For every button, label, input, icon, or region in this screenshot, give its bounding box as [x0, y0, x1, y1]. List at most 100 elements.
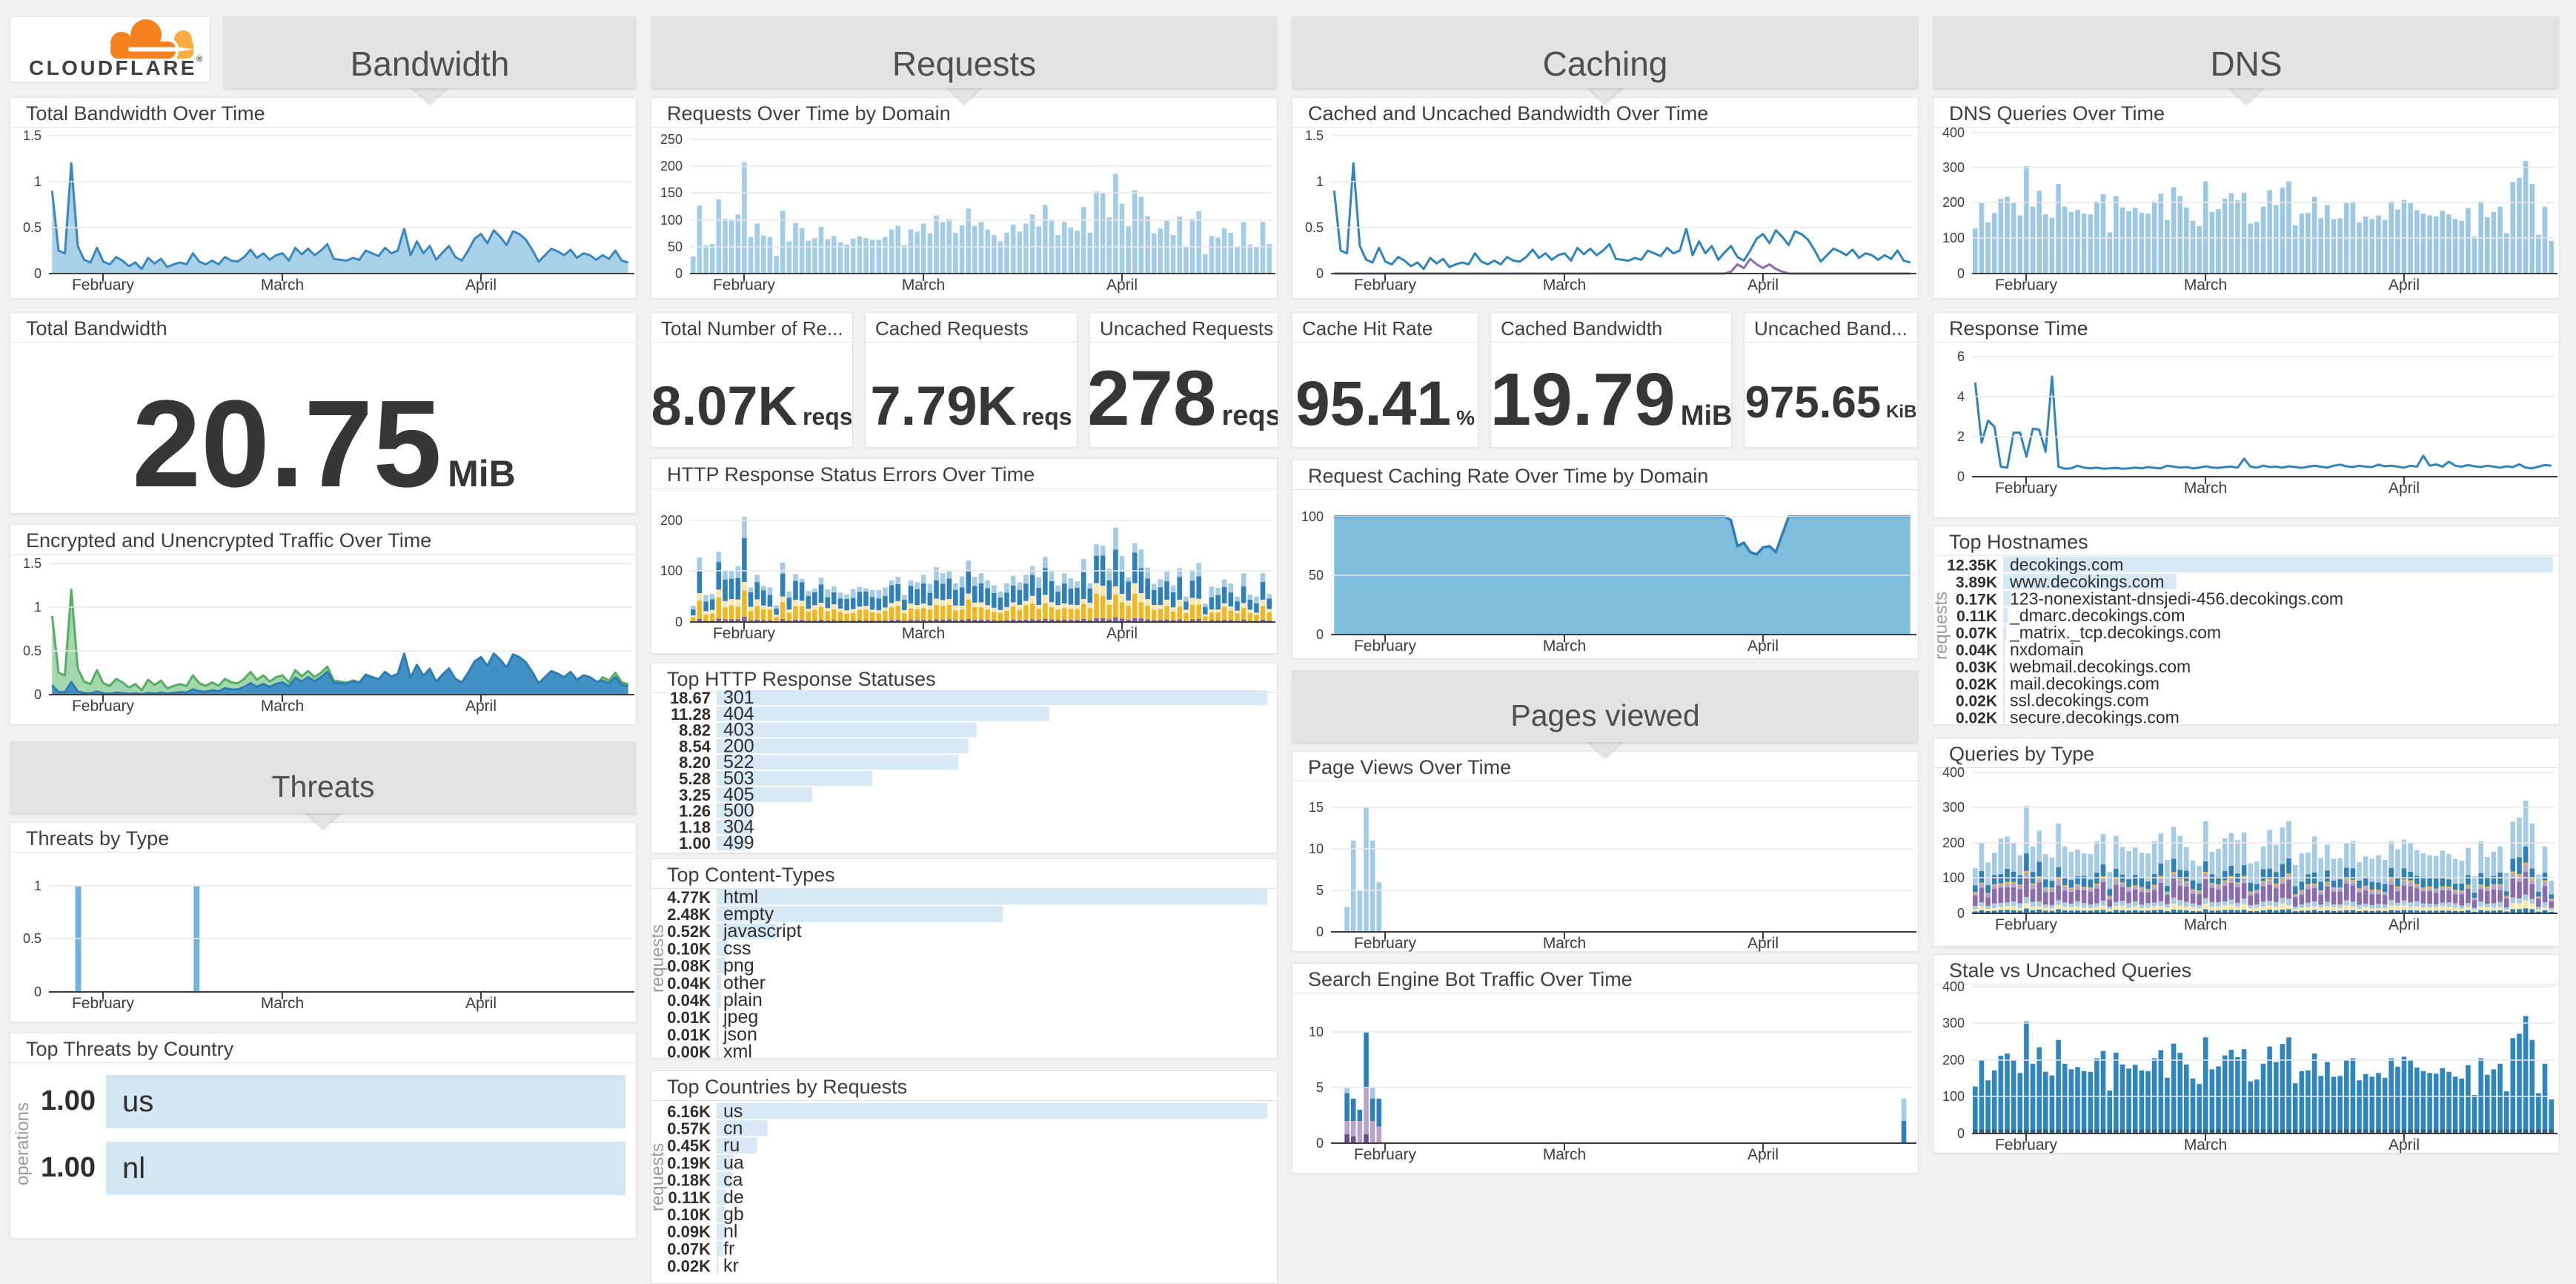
svg-text:200: 200 — [723, 735, 754, 756]
svg-text:February: February — [1995, 480, 2058, 497]
svg-text:March: March — [2184, 1136, 2227, 1154]
svg-text:0.04K: 0.04K — [1956, 642, 1997, 659]
svg-text:plain: plain — [723, 990, 763, 1010]
svg-text:March: March — [261, 277, 304, 294]
svg-text:0.08K: 0.08K — [667, 957, 711, 976]
svg-text:1: 1 — [34, 600, 42, 615]
svg-text:www.decokings.com: www.decokings.com — [2009, 572, 2164, 591]
svg-text:200: 200 — [1942, 195, 1965, 210]
svg-text:February: February — [713, 625, 776, 642]
svg-text:200: 200 — [1942, 835, 1965, 850]
svg-text:3.89K: 3.89K — [1956, 574, 1997, 591]
svg-text:nl: nl — [122, 1152, 145, 1185]
svg-text:123-nonexistant-dnsjedi-456.de: 123-nonexistant-dnsjedi-456.decokings.co… — [2010, 589, 2343, 608]
svg-text:4.77K: 4.77K — [667, 888, 711, 907]
svg-text:February: February — [1354, 638, 1417, 655]
svg-text:April: April — [465, 277, 497, 294]
svg-text:0: 0 — [1957, 1126, 1965, 1141]
svg-text:png: png — [723, 956, 754, 976]
svg-text:March: March — [902, 277, 945, 294]
svg-text:0.5: 0.5 — [23, 931, 42, 946]
svg-text:April: April — [465, 995, 497, 1012]
svg-text:ua: ua — [723, 1152, 744, 1173]
svg-text:5.28: 5.28 — [679, 770, 711, 788]
svg-text:0: 0 — [1316, 627, 1324, 642]
svg-text:1: 1 — [34, 878, 42, 893]
svg-text:0.18K: 0.18K — [667, 1171, 711, 1190]
svg-text:0.01K: 0.01K — [667, 1025, 711, 1044]
svg-text:json: json — [723, 1024, 757, 1045]
svg-text:300: 300 — [1942, 1016, 1965, 1030]
svg-text:nl: nl — [723, 1221, 737, 1242]
svg-text:0: 0 — [1957, 266, 1965, 281]
svg-text:us: us — [723, 1101, 743, 1122]
svg-text:0.04K: 0.04K — [667, 991, 711, 1010]
svg-text:March: March — [2184, 277, 2227, 294]
svg-text:0.19K: 0.19K — [667, 1154, 711, 1172]
svg-text:February: February — [1995, 277, 2058, 294]
svg-text:March: March — [2184, 480, 2227, 497]
svg-text:March: March — [1543, 277, 1586, 294]
svg-text:jpeg: jpeg — [723, 1007, 758, 1027]
svg-text:ru: ru — [723, 1135, 740, 1156]
svg-text:®: ® — [196, 55, 202, 64]
svg-text:1.00: 1.00 — [679, 834, 711, 853]
svg-text:2: 2 — [1957, 429, 1965, 444]
svg-text:1.00: 1.00 — [41, 1152, 96, 1183]
svg-text:1.5: 1.5 — [23, 128, 42, 143]
svg-text:0.17K: 0.17K — [1956, 591, 1997, 608]
svg-text:6: 6 — [1957, 349, 1965, 364]
svg-text:April: April — [1106, 277, 1138, 294]
svg-text:0.01K: 0.01K — [667, 1008, 711, 1027]
svg-text:0: 0 — [1316, 1136, 1324, 1151]
svg-text:0.07K: 0.07K — [667, 1240, 711, 1258]
svg-text:200: 200 — [660, 159, 683, 173]
svg-text:css: css — [723, 938, 751, 959]
svg-text:0: 0 — [1957, 469, 1965, 484]
svg-text:de: de — [723, 1187, 744, 1208]
svg-text:4: 4 — [1957, 389, 1965, 404]
svg-text:February: February — [713, 277, 776, 294]
svg-text:0.11K: 0.11K — [1956, 608, 1997, 625]
svg-text:403: 403 — [723, 720, 754, 741]
svg-text:400: 400 — [1942, 125, 1965, 140]
svg-text:February: February — [1995, 1136, 2058, 1154]
svg-text:100: 100 — [660, 563, 683, 578]
svg-text:cn: cn — [723, 1118, 743, 1139]
svg-text:0.45K: 0.45K — [667, 1136, 711, 1155]
svg-text:100: 100 — [1942, 1089, 1965, 1104]
svg-text:April: April — [1106, 625, 1138, 642]
svg-text:400: 400 — [1942, 979, 1965, 994]
svg-text:CLOUDFLARE: CLOUDFLARE — [29, 56, 197, 79]
svg-text:other: other — [723, 973, 766, 993]
svg-text:503: 503 — [723, 768, 754, 789]
svg-text:10: 10 — [1309, 1025, 1324, 1039]
svg-text:0: 0 — [1316, 924, 1324, 939]
svg-text:February: February — [1995, 916, 2058, 933]
svg-text:February: February — [72, 698, 135, 715]
svg-text:5: 5 — [1316, 1080, 1324, 1095]
svg-text:405: 405 — [723, 784, 754, 805]
svg-text:400: 400 — [1942, 765, 1965, 780]
svg-text:8.20: 8.20 — [679, 753, 711, 772]
svg-text:95.41%: 95.41% — [1295, 368, 1475, 438]
svg-text:April: April — [2389, 916, 2420, 933]
svg-text:250: 250 — [660, 132, 683, 147]
svg-text:March: March — [902, 625, 945, 642]
svg-text:50: 50 — [668, 239, 683, 254]
svg-text:gb: gb — [723, 1204, 744, 1225]
svg-text:1.5: 1.5 — [1305, 128, 1324, 143]
svg-text:kr: kr — [723, 1256, 739, 1277]
svg-text:April: April — [1747, 277, 1779, 294]
svg-text:0.02K: 0.02K — [1956, 676, 1997, 693]
svg-text:100: 100 — [1942, 870, 1965, 885]
svg-text:0.10K: 0.10K — [667, 939, 711, 958]
svg-text:javascript: javascript — [723, 921, 802, 942]
svg-text:0.07K: 0.07K — [1956, 625, 1997, 642]
svg-text:301: 301 — [723, 687, 754, 708]
svg-text:mail.decokings.com: mail.decokings.com — [2010, 674, 2160, 693]
svg-text:5: 5 — [1316, 883, 1324, 898]
